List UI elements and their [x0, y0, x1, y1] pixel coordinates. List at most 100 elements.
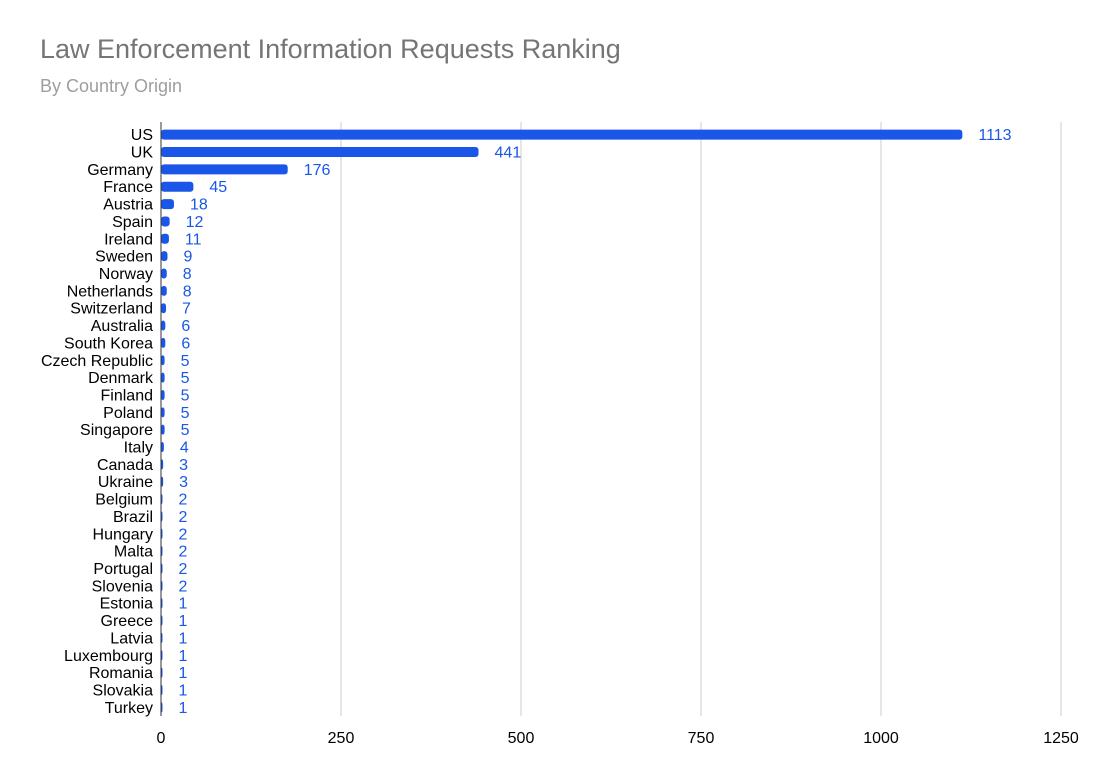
data-label: 2 — [179, 578, 188, 595]
x-tick-label: 0 — [157, 730, 166, 747]
category-label: France — [103, 179, 153, 196]
x-tick-label: 750 — [688, 730, 715, 747]
data-label: 1 — [179, 613, 188, 630]
bar — [161, 164, 288, 175]
bar — [161, 407, 165, 418]
category-label: Ukraine — [98, 474, 153, 491]
data-label: 1 — [179, 700, 188, 717]
data-label: 5 — [181, 387, 190, 404]
category-label: Turkey — [105, 700, 153, 717]
data-label: 1 — [179, 665, 188, 682]
category-label: Belgium — [95, 492, 153, 509]
bar — [161, 355, 165, 366]
category-labels: USUKGermanyFranceAustriaSpainIrelandSwed… — [41, 127, 154, 717]
chart-title: Law Enforcement Information Requests Ran… — [40, 34, 621, 64]
data-label: 1 — [179, 648, 188, 665]
data-label: 1113 — [978, 127, 1011, 144]
data-label: 7 — [182, 301, 191, 318]
category-label: South Korea — [64, 335, 153, 352]
bar — [161, 424, 165, 435]
category-label: Estonia — [100, 596, 153, 613]
category-label: Italy — [124, 440, 153, 457]
data-label: 6 — [181, 335, 190, 352]
data-label: 2 — [179, 526, 188, 543]
bar — [161, 459, 164, 470]
bar — [161, 233, 169, 244]
data-label: 8 — [183, 266, 192, 283]
data-label: 2 — [179, 544, 188, 561]
category-label: Finland — [101, 387, 153, 404]
category-label: Hungary — [93, 526, 153, 543]
category-label: Singapore — [80, 422, 153, 439]
category-label: Germany — [87, 162, 153, 179]
data-label: 1 — [179, 630, 188, 647]
category-label: Sweden — [95, 249, 153, 266]
x-axis-ticks: 0 250 500 750 1000 1250 — [157, 730, 1079, 747]
chart-subtitle: By Country Origin — [40, 76, 183, 96]
data-label: 176 — [304, 162, 331, 179]
category-label: Netherlands — [67, 283, 153, 300]
bar — [161, 285, 167, 296]
value-labels: 1113441176451812119887665555543322222211… — [179, 127, 1012, 717]
data-label: 18 — [190, 197, 208, 214]
bar — [161, 268, 167, 279]
bar — [161, 476, 164, 487]
bar — [161, 442, 164, 453]
data-label: 2 — [179, 561, 188, 578]
data-label: 441 — [495, 145, 522, 162]
category-label: Malta — [114, 544, 153, 561]
data-label: 4 — [180, 440, 189, 457]
data-label: 6 — [181, 318, 190, 335]
category-label: Slovenia — [92, 578, 153, 595]
bar — [161, 337, 166, 348]
category-label: Canada — [97, 457, 153, 474]
data-label: 5 — [181, 353, 190, 370]
data-label: 5 — [181, 422, 190, 439]
category-label: Czech Republic — [41, 353, 153, 370]
category-label: US — [131, 127, 153, 144]
category-label: Norway — [99, 266, 153, 283]
category-label: Greece — [101, 613, 154, 630]
data-label: 1 — [179, 682, 188, 699]
x-tick-label: 1250 — [1043, 730, 1079, 747]
category-label: Brazil — [113, 509, 153, 526]
data-label: 2 — [179, 492, 188, 509]
category-label: Ireland — [104, 231, 153, 248]
data-label: 8 — [183, 283, 192, 300]
bar — [161, 303, 167, 314]
gridlines — [340, 122, 1062, 716]
bars — [161, 129, 963, 713]
category-label: Poland — [103, 405, 153, 422]
category-label: Slovakia — [93, 682, 154, 699]
data-label: 3 — [179, 457, 188, 474]
bar — [161, 199, 174, 210]
data-label: 45 — [209, 179, 227, 196]
category-label: Australia — [91, 318, 153, 335]
data-label: 5 — [181, 370, 190, 387]
category-label: Luxembourg — [64, 648, 153, 665]
bar — [161, 389, 165, 400]
data-label: 9 — [183, 249, 192, 266]
bar — [161, 147, 479, 158]
category-label: UK — [131, 145, 154, 162]
data-label: 2 — [179, 509, 188, 526]
category-label: Latvia — [110, 630, 153, 647]
x-tick-label: 500 — [508, 730, 535, 747]
bar — [161, 216, 170, 227]
bar — [161, 181, 194, 192]
x-tick-label: 250 — [328, 730, 355, 747]
data-label: 12 — [186, 214, 204, 231]
category-label: Austria — [103, 197, 153, 214]
category-label: Denmark — [88, 370, 154, 387]
bar — [161, 251, 168, 262]
data-label: 11 — [185, 231, 202, 248]
category-label: Spain — [112, 214, 153, 231]
category-label: Portugal — [93, 561, 153, 578]
bar — [161, 372, 165, 383]
data-label: 5 — [181, 405, 190, 422]
data-label: 1 — [179, 596, 188, 613]
bar — [161, 129, 963, 140]
data-label: 3 — [179, 474, 188, 491]
bar — [161, 320, 166, 331]
